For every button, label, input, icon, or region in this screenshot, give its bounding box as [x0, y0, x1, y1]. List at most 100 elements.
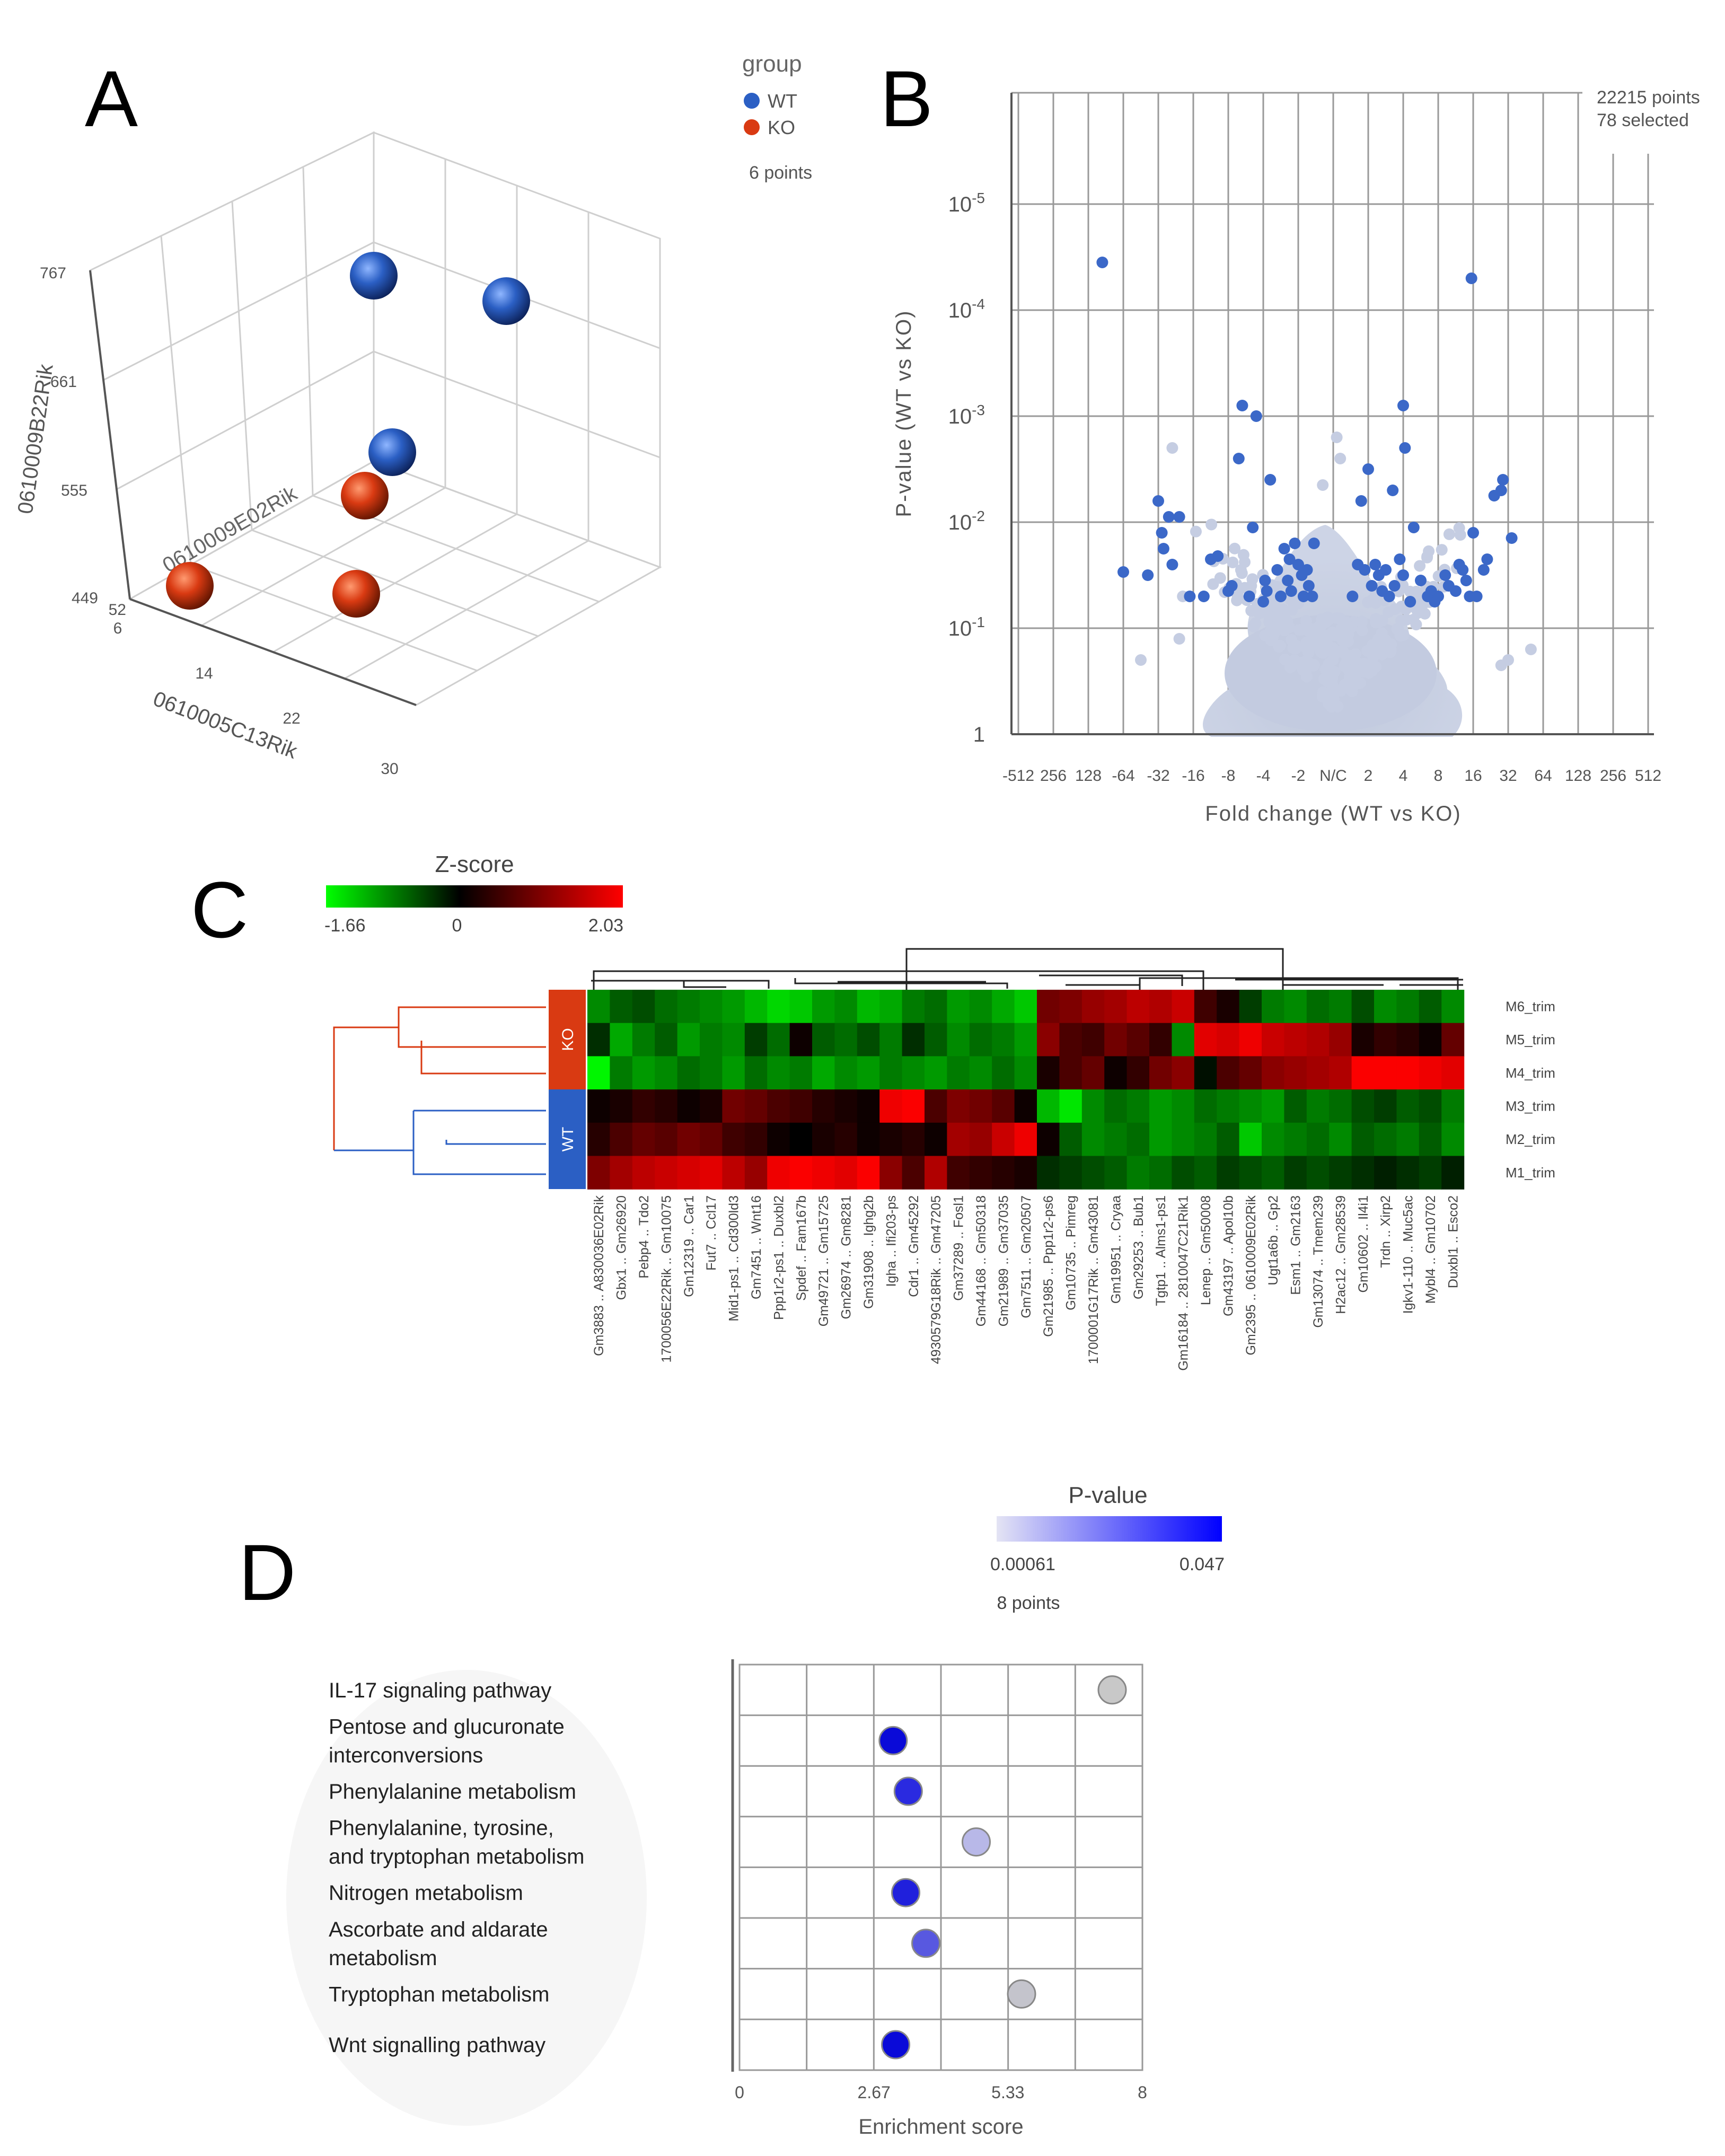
heatmap-cell[interactable] [1374, 1089, 1397, 1123]
heatmap-cell[interactable] [812, 1122, 835, 1157]
volcano-point-selected[interactable] [1297, 591, 1309, 602]
heatmap-cell[interactable] [610, 1089, 633, 1123]
volcano-point-selected[interactable] [1407, 522, 1420, 533]
heatmap-cell[interactable] [1172, 990, 1195, 1024]
heatmap-cell[interactable] [1306, 1122, 1330, 1157]
heatmap-cell[interactable] [1059, 1156, 1082, 1190]
volcano-point-selected[interactable] [1212, 550, 1224, 562]
volcano-point-selected[interactable] [1166, 559, 1178, 570]
heatmap-cell[interactable] [925, 990, 947, 1024]
heatmap-cell[interactable] [677, 990, 700, 1024]
heatmap-cell[interactable] [1037, 1023, 1060, 1057]
enrichment-point[interactable] [1007, 1979, 1036, 2009]
heatmap-cell[interactable] [677, 1156, 700, 1190]
heatmap-cell[interactable] [767, 1122, 790, 1157]
heatmap-cell[interactable] [1126, 1156, 1150, 1190]
heatmap-cell[interactable] [902, 1122, 925, 1157]
heatmap-cell[interactable] [1149, 1056, 1172, 1090]
heatmap-cell[interactable] [1194, 1023, 1217, 1057]
volcano-point-selected[interactable] [1096, 257, 1108, 268]
heatmap-cell[interactable] [992, 1089, 1015, 1123]
heatmap-cell[interactable] [1014, 1023, 1037, 1057]
heatmap-cell[interactable] [1284, 1023, 1307, 1057]
heatmap-cell[interactable] [700, 1156, 723, 1190]
heatmap-cell[interactable] [632, 1089, 655, 1123]
heatmap-cell[interactable] [969, 990, 992, 1024]
volcano-point-selected[interactable] [1271, 564, 1283, 576]
heatmap-cell[interactable] [834, 990, 858, 1024]
heatmap-cell[interactable] [700, 1023, 723, 1057]
volcano-point-selected[interactable] [1278, 543, 1290, 555]
heatmap-cell[interactable] [1396, 1089, 1420, 1123]
heatmap-cell[interactable] [879, 1089, 903, 1123]
heatmap-cell[interactable] [1104, 1023, 1128, 1057]
heatmap-cell[interactable] [902, 1156, 925, 1190]
heatmap-cell[interactable] [722, 1023, 745, 1057]
heatmap-cell[interactable] [857, 990, 880, 1024]
heatmap-cell[interactable] [587, 1089, 610, 1123]
heatmap-cell[interactable] [857, 1056, 880, 1090]
volcano-point-selected[interactable] [1117, 566, 1129, 578]
heatmap-cell[interactable] [655, 1023, 678, 1057]
heatmap-cell[interactable] [1217, 1056, 1240, 1090]
heatmap-cell[interactable] [655, 1122, 678, 1157]
volcano-point-selected[interactable] [1397, 400, 1409, 411]
heatmap-cell[interactable] [1172, 1056, 1195, 1090]
heatmap-cell[interactable] [1351, 1023, 1375, 1057]
heatmap-cell[interactable] [1396, 1122, 1420, 1157]
heatmap-cell[interactable] [1149, 1023, 1172, 1057]
volcano-point-selected[interactable] [1157, 543, 1169, 555]
volcano-point-selected[interactable] [1282, 575, 1294, 586]
heatmap-cell[interactable] [902, 1056, 925, 1090]
heatmap-cell[interactable] [1126, 1023, 1150, 1057]
pca-point-wt[interactable] [368, 428, 416, 476]
volcano-point-selected[interactable] [1404, 596, 1416, 608]
heatmap-cell[interactable] [1374, 1056, 1397, 1090]
heatmap-cell[interactable] [1396, 990, 1420, 1024]
enrichment-point[interactable] [1097, 1675, 1127, 1705]
heatmap-cell[interactable] [1262, 990, 1284, 1024]
volcano-point-selected[interactable] [1275, 591, 1287, 602]
volcano-point-selected[interactable] [1362, 463, 1374, 475]
enrichment-point[interactable] [891, 1878, 920, 1907]
heatmap-cell[interactable] [1081, 1089, 1105, 1123]
heatmap-cell[interactable] [1374, 1023, 1397, 1057]
volcano-point-selected[interactable] [1465, 272, 1477, 284]
heatmap-cell[interactable] [1104, 1122, 1128, 1157]
heatmap-cell[interactable] [857, 1089, 880, 1123]
heatmap-cell[interactable] [879, 1023, 903, 1057]
heatmap-cell[interactable] [767, 1156, 790, 1190]
volcano-point-selected[interactable] [1495, 485, 1507, 496]
heatmap-cell[interactable] [1081, 1056, 1105, 1090]
heatmap-cell[interactable] [947, 1023, 970, 1057]
heatmap-cell[interactable] [1059, 1056, 1082, 1090]
heatmap-cell[interactable] [767, 1056, 790, 1090]
heatmap-cell[interactable] [1172, 1122, 1195, 1157]
heatmap-cell[interactable] [857, 1023, 880, 1057]
heatmap-cell[interactable] [610, 1023, 633, 1057]
heatmap-cell[interactable] [767, 1089, 790, 1123]
heatmap-cell[interactable] [1239, 1156, 1262, 1190]
volcano-point-selected[interactable] [1184, 591, 1196, 602]
volcano-point-selected[interactable] [1467, 527, 1479, 539]
heatmap-cell[interactable] [969, 1122, 992, 1157]
heatmap-cell[interactable] [1419, 1056, 1442, 1090]
volcano-point-selected[interactable] [1359, 564, 1371, 576]
heatmap-cell[interactable] [700, 1056, 723, 1090]
heatmap-cell[interactable] [925, 1156, 947, 1190]
heatmap-cell[interactable] [947, 1056, 970, 1090]
heatmap-cell[interactable] [744, 1056, 768, 1090]
heatmap-cell[interactable] [655, 1156, 678, 1190]
heatmap-cell[interactable] [1239, 1089, 1262, 1123]
heatmap-cell[interactable] [744, 1023, 768, 1057]
heatmap-cell[interactable] [992, 990, 1015, 1024]
volcano-point-selected[interactable] [1233, 453, 1245, 464]
heatmap-cell[interactable] [992, 1056, 1015, 1090]
heatmap-cell[interactable] [677, 1023, 700, 1057]
heatmap-cell[interactable] [1104, 990, 1128, 1024]
heatmap-cell[interactable] [1262, 1056, 1284, 1090]
volcano-point-selected[interactable] [1156, 527, 1168, 539]
heatmap-cell[interactable] [1172, 1156, 1195, 1190]
heatmap-cell[interactable] [722, 1122, 745, 1157]
heatmap-cell[interactable] [1419, 1089, 1442, 1123]
